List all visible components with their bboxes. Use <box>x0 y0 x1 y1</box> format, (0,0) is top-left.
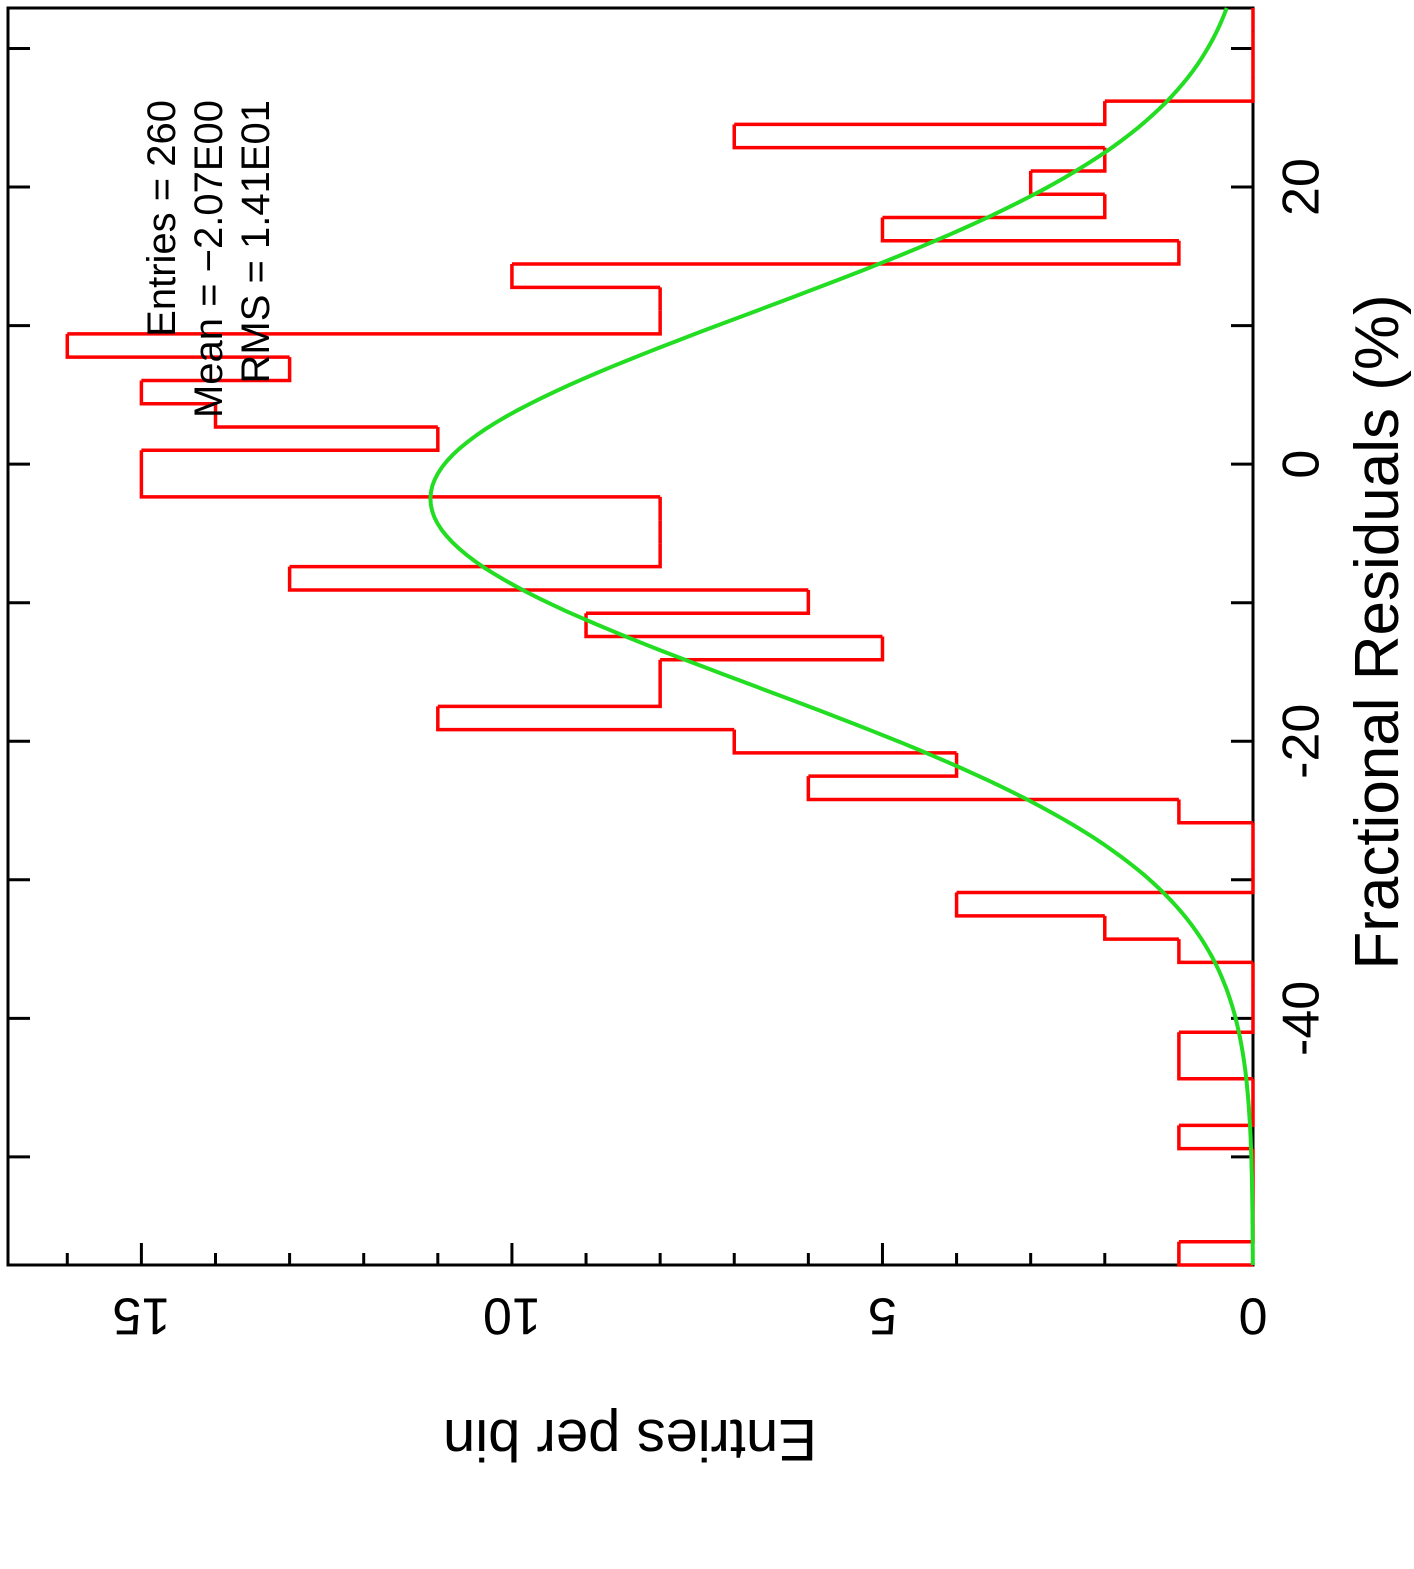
stats-text: Entries = 260 <box>140 100 184 337</box>
stats-text: RMS = 1.41E01 <box>234 100 278 384</box>
histogram-bin <box>734 101 1107 127</box>
histogram-bin <box>289 543 662 569</box>
histogram-bin <box>139 473 661 499</box>
x-tick-label: -20 <box>1273 704 1331 779</box>
x-tick-label: -40 <box>1273 981 1331 1056</box>
histogram-bin <box>1177 799 1253 825</box>
histogram-bin <box>141 427 440 453</box>
histogram-bin <box>65 333 290 359</box>
histogram-bin <box>880 217 1179 243</box>
y-tick-label: 10 <box>483 1286 541 1344</box>
histogram-bin <box>1178 1008 1255 1034</box>
histogram-bin <box>1177 939 1253 965</box>
histogram-bin <box>436 706 735 732</box>
y-tick-label: 15 <box>112 1286 170 1344</box>
x-tick-label: 0 <box>1273 450 1331 479</box>
histogram-bin <box>213 403 438 429</box>
histogram-bin <box>882 194 1107 220</box>
plot-frame <box>6 6 1255 1267</box>
histogram-bin <box>510 264 661 290</box>
y-tick-label: 0 <box>1239 1286 1268 1344</box>
histogram-bin <box>1177 1241 1253 1267</box>
histogram-bin <box>956 869 1255 895</box>
histogram-bin <box>1177 1125 1253 1151</box>
histogram-bin <box>732 729 957 755</box>
histogram-bin <box>1177 1055 1253 1081</box>
histogram-bin <box>660 636 885 662</box>
histogram-bin <box>1178 1218 1255 1244</box>
histogram-bin <box>511 240 1181 266</box>
x-tick-label: 20 <box>1273 158 1331 216</box>
histogram-bin <box>808 752 959 778</box>
histogram-bin <box>139 380 216 406</box>
x-axis-title: Fractional Residuals (%) <box>1343 294 1412 969</box>
histogram-bin <box>287 566 809 592</box>
histogram-bin <box>437 683 662 709</box>
histogram-bin <box>1178 1102 1255 1128</box>
fit-curve <box>428 7 1255 1265</box>
histogram-bin <box>806 776 1179 802</box>
y-axis-title: Entries per bin <box>443 1407 817 1472</box>
histogram-bin <box>732 124 1105 150</box>
histogram-bin <box>141 357 292 383</box>
histogram-bin <box>1103 915 1179 941</box>
histogram-bin <box>67 310 662 336</box>
histogram-bin <box>1030 147 1107 173</box>
histogram-bin <box>584 613 883 639</box>
histogram-bin <box>954 892 1105 918</box>
y-tick-label: 5 <box>868 1286 897 1344</box>
stats-text: Mean = −2.07E00 <box>187 100 231 418</box>
histogram-bin <box>1104 77 1255 103</box>
histogram-bin <box>586 589 811 615</box>
